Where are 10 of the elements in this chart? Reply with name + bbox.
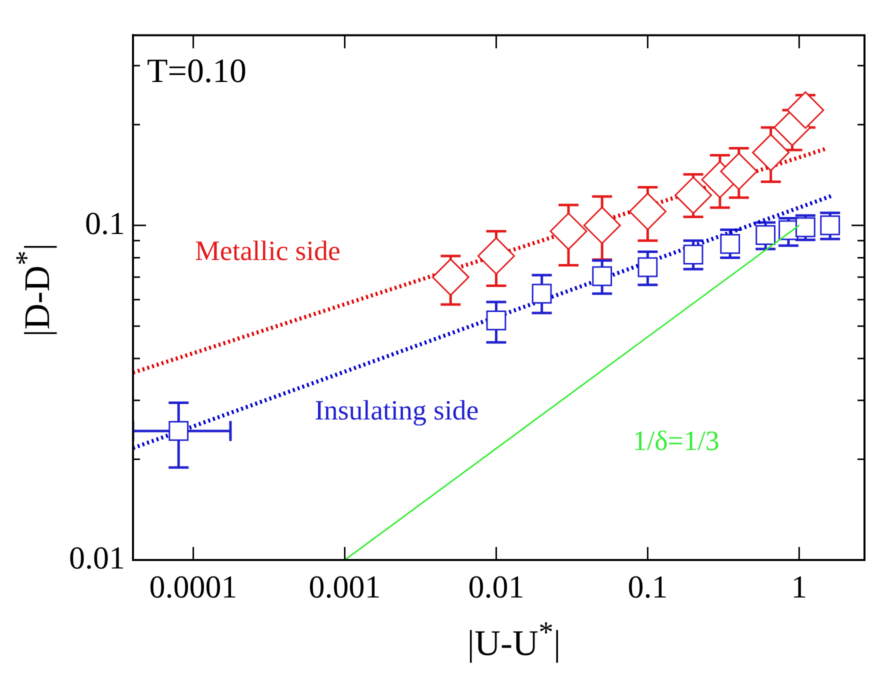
text: Insulating side bbox=[314, 395, 479, 426]
x-tick-label: 1 bbox=[791, 568, 808, 605]
x-tick-label: 0.1 bbox=[628, 568, 668, 605]
x-tick-label: 0.01 bbox=[468, 568, 524, 605]
x-axis-title: |U-U$^{*}$| bbox=[467, 616, 561, 664]
annotation: T=0.10 bbox=[147, 53, 246, 90]
x-tick-label: 0.0001 bbox=[149, 568, 238, 605]
text: 1/δ=1/3 bbox=[632, 426, 720, 458]
text: Metallic side bbox=[195, 236, 340, 267]
x-tick-label: 0.001 bbox=[308, 568, 381, 605]
